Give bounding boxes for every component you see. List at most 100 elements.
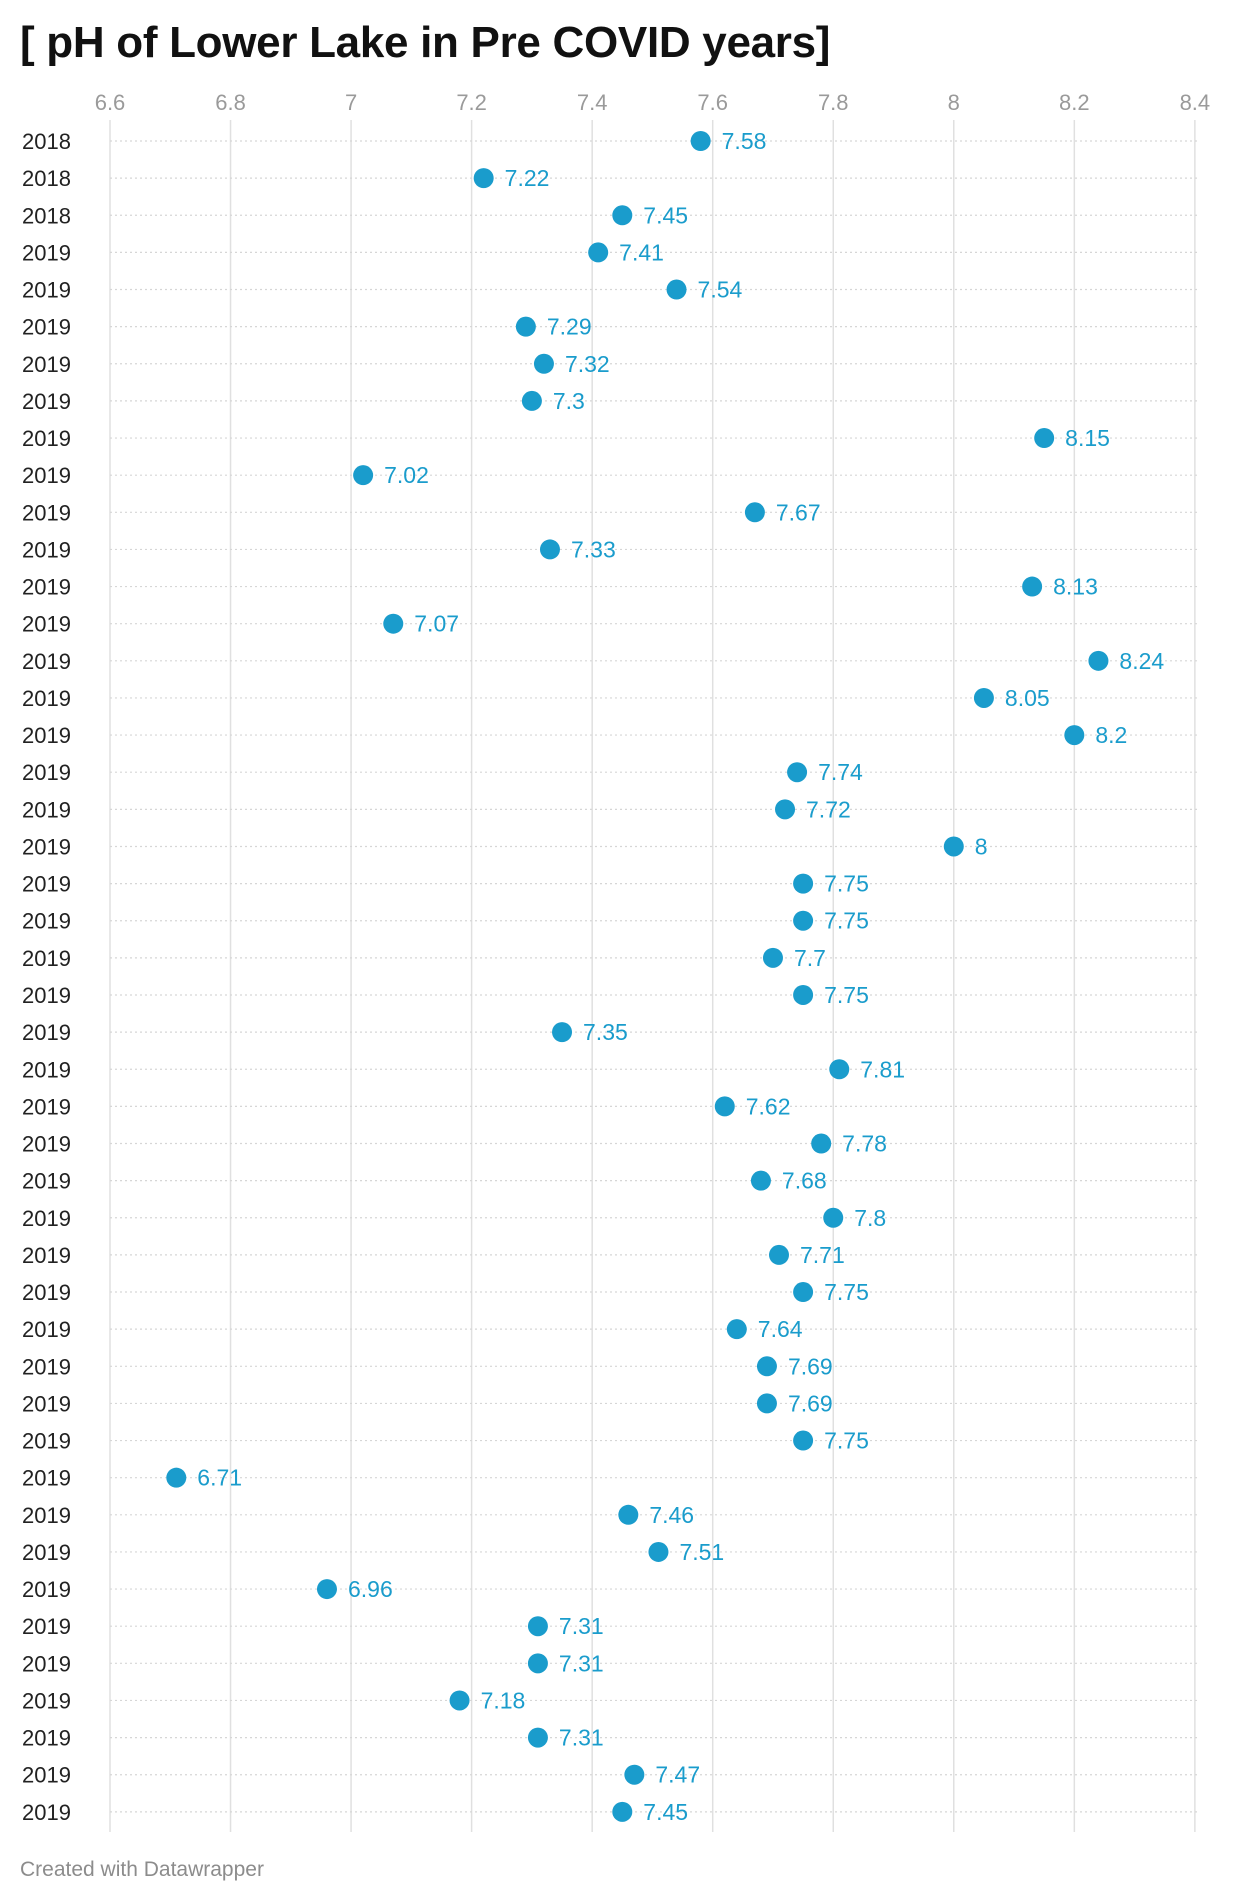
- data-row: 2019 7.72: [22, 796, 1198, 822]
- data-row: 2019 7.71: [22, 1242, 1198, 1268]
- data-row: 2019 7.47: [22, 1762, 1198, 1788]
- data-row: 2019 7.62: [22, 1093, 1198, 1119]
- data-point: [943, 836, 964, 857]
- row-label: 2018: [22, 203, 71, 228]
- data-row: 2019 8.2: [22, 722, 1198, 748]
- row-label: 2019: [22, 872, 71, 897]
- data-point: [787, 762, 808, 783]
- data-point: [750, 1170, 771, 1191]
- data-label: 7.75: [824, 982, 869, 1008]
- data-row: 2019 7.45: [22, 1799, 1198, 1825]
- data-point: [648, 1541, 669, 1562]
- data-label: 7.18: [481, 1687, 526, 1713]
- data-point: [383, 613, 404, 634]
- data-point: [666, 279, 687, 300]
- data-row: 2019 7.29: [22, 314, 1198, 340]
- data-label: 7.7: [794, 945, 826, 971]
- data-row: 2019 7.07: [22, 611, 1198, 637]
- data-label: 7.75: [824, 1428, 869, 1454]
- data-label: 7.32: [565, 351, 610, 377]
- data-label: 8.13: [1053, 574, 1098, 600]
- row-label: 2019: [22, 649, 71, 674]
- row-label: 2019: [22, 1057, 71, 1082]
- row-label: 2019: [22, 946, 71, 971]
- data-point: [744, 502, 765, 523]
- data-point: [533, 353, 554, 374]
- data-point: [618, 1504, 639, 1525]
- data-point: [588, 242, 609, 263]
- data-label: 7.75: [824, 1279, 869, 1305]
- data-label: 8.15: [1065, 425, 1110, 451]
- data-row: 2019 7.75: [22, 871, 1198, 897]
- data-label: 7.31: [559, 1725, 604, 1751]
- data-point: [756, 1356, 777, 1377]
- data-label: 7.69: [788, 1390, 833, 1416]
- data-label: 6.96: [348, 1576, 393, 1602]
- data-point: [1064, 725, 1085, 746]
- data-point: [552, 1022, 573, 1043]
- data-point: [726, 1319, 747, 1340]
- x-tick-label: 7.8: [818, 90, 849, 115]
- row-label: 2019: [22, 1020, 71, 1045]
- data-row: 2019 6.71: [22, 1465, 1198, 1491]
- data-row: 2019 7.18: [22, 1687, 1198, 1713]
- row-label: 2019: [22, 1466, 71, 1491]
- data-label: 8.24: [1119, 648, 1164, 674]
- data-point: [624, 1764, 645, 1785]
- data-row: 2019 7.75: [22, 908, 1198, 934]
- data-row: 2019 7.8: [22, 1205, 1198, 1231]
- row-label: 2019: [22, 1094, 71, 1119]
- row-label: 2018: [22, 166, 71, 191]
- data-point: [521, 390, 542, 411]
- x-tick-label: 7.6: [697, 90, 728, 115]
- data-row: 2019 6.96: [22, 1576, 1198, 1602]
- data-row: 2019 7.64: [22, 1316, 1198, 1342]
- data-label: 7.74: [818, 759, 863, 785]
- data-point: [1022, 576, 1043, 597]
- data-row: 2019 7.3: [22, 388, 1198, 414]
- data-label: 7.3: [553, 388, 585, 414]
- data-point: [823, 1207, 844, 1228]
- row-label: 2019: [22, 1577, 71, 1602]
- data-label: 7.31: [559, 1650, 604, 1676]
- row-label: 2019: [22, 686, 71, 711]
- data-label: 7.07: [414, 611, 459, 637]
- data-row: 2019 7.35: [22, 1019, 1198, 1045]
- data-row: 2019 7.69: [22, 1390, 1198, 1416]
- data-label: 7.22: [505, 165, 550, 191]
- data-row: 2019 7.41: [22, 239, 1198, 265]
- row-label: 2019: [22, 463, 71, 488]
- data-point: [756, 1393, 777, 1414]
- data-row: 2019 7.74: [22, 759, 1198, 785]
- data-label: 7.78: [842, 1131, 887, 1157]
- data-label: 7.45: [643, 202, 688, 228]
- data-row: 2019 8.15: [22, 425, 1198, 451]
- data-point: [1034, 428, 1055, 449]
- row-label: 2018: [22, 129, 71, 154]
- data-point: [690, 131, 711, 151]
- data-point: [166, 1467, 187, 1488]
- data-label: 7.67: [776, 499, 821, 525]
- row-label: 2019: [22, 278, 71, 303]
- data-point: [973, 687, 994, 708]
- data-label: 7.64: [758, 1316, 803, 1342]
- credit-footer: Created with Datawrapper: [20, 1858, 264, 1881]
- row-label: 2019: [22, 1206, 71, 1231]
- row-label: 2019: [22, 1800, 71, 1825]
- row-label: 2019: [22, 1132, 71, 1157]
- data-label: 7.33: [571, 536, 616, 562]
- data-point: [527, 1727, 548, 1748]
- row-label: 2019: [22, 1169, 71, 1194]
- data-label: 7.69: [788, 1353, 833, 1379]
- row-label: 2019: [22, 983, 71, 1008]
- data-point: [762, 947, 783, 968]
- data-point: [829, 1059, 850, 1080]
- data-point: [775, 799, 796, 820]
- data-label: 7.51: [679, 1539, 724, 1565]
- row-label: 2019: [22, 797, 71, 822]
- data-label: 7.46: [649, 1502, 694, 1528]
- data-point: [768, 1244, 789, 1265]
- x-tick-label: 7.4: [577, 90, 608, 115]
- row-label: 2019: [22, 1280, 71, 1305]
- data-point: [1088, 650, 1109, 671]
